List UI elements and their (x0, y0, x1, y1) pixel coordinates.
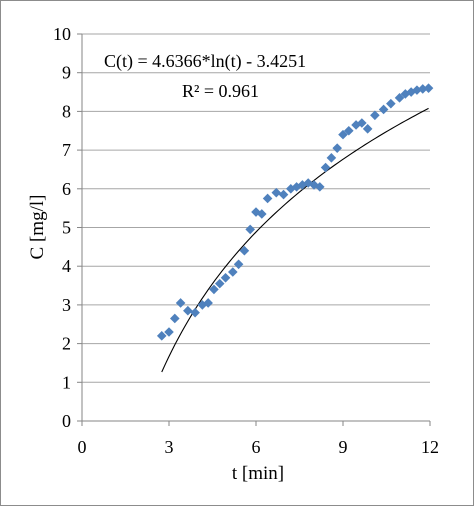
data-point (228, 267, 238, 277)
data-point (286, 184, 296, 194)
data-point (315, 182, 325, 192)
y-tick-label: 9 (62, 63, 71, 83)
data-point (245, 224, 255, 235)
y-tick-label: 5 (62, 218, 71, 238)
data-point (378, 104, 389, 115)
y-tick-label: 0 (62, 411, 71, 431)
data-point (203, 298, 213, 308)
data-point (214, 278, 225, 289)
data-point (332, 143, 342, 153)
data-point (233, 259, 244, 270)
trendline-layer (161, 107, 429, 373)
x-tick-label: 3 (165, 437, 174, 457)
data-point (386, 98, 396, 109)
data-point (344, 125, 354, 136)
y-tick-label: 3 (62, 295, 71, 315)
gridlines (82, 33, 430, 383)
data-point (338, 129, 348, 140)
data-point (423, 83, 434, 93)
data-point (164, 327, 174, 337)
data-point (370, 110, 380, 121)
data-point (190, 307, 200, 318)
data-point (156, 331, 167, 341)
y-tick-label: 4 (62, 256, 71, 276)
x-tick-label: 9 (339, 437, 348, 457)
y-tick-label: 6 (62, 179, 71, 199)
axes (77, 33, 431, 426)
data-point (175, 298, 186, 308)
data-point (320, 162, 331, 173)
data-point (271, 187, 282, 198)
data-point (406, 87, 416, 97)
data-point (170, 313, 180, 324)
data-point (394, 93, 405, 103)
y-tick-label: 2 (62, 334, 71, 354)
y-tick-label: 8 (62, 101, 71, 121)
data-point (291, 182, 302, 192)
data-point (303, 178, 313, 188)
trendline-equation: C(t) = 4.6366*ln(t) - 3.4251 (104, 51, 306, 72)
data-point (278, 189, 289, 200)
data-point (257, 209, 267, 219)
data-point (220, 273, 231, 283)
x-tick-label: 6 (252, 437, 261, 457)
data-point (209, 284, 219, 295)
data-point (357, 118, 367, 128)
r-squared-label: R² = 0.961 (182, 81, 259, 101)
data-point (239, 245, 250, 256)
data-point (183, 305, 193, 316)
x-tick-label: 0 (78, 437, 87, 457)
y-tick-label: 10 (53, 24, 71, 44)
data-point (251, 207, 261, 217)
data-point (417, 84, 428, 94)
data-point (362, 124, 373, 134)
y-tick-label: 1 (62, 372, 71, 392)
data-points (156, 83, 434, 341)
data-point (309, 180, 319, 190)
trendline (161, 107, 429, 373)
data-point (297, 180, 308, 190)
data-point (262, 193, 273, 204)
y-axis-title: C [mg/l] (27, 195, 48, 260)
y-tick-label: 7 (62, 140, 71, 160)
x-tick-label: 12 (421, 437, 439, 457)
x-axis-title: t [min] (232, 463, 284, 484)
data-point (326, 153, 337, 163)
data-point (351, 120, 361, 130)
